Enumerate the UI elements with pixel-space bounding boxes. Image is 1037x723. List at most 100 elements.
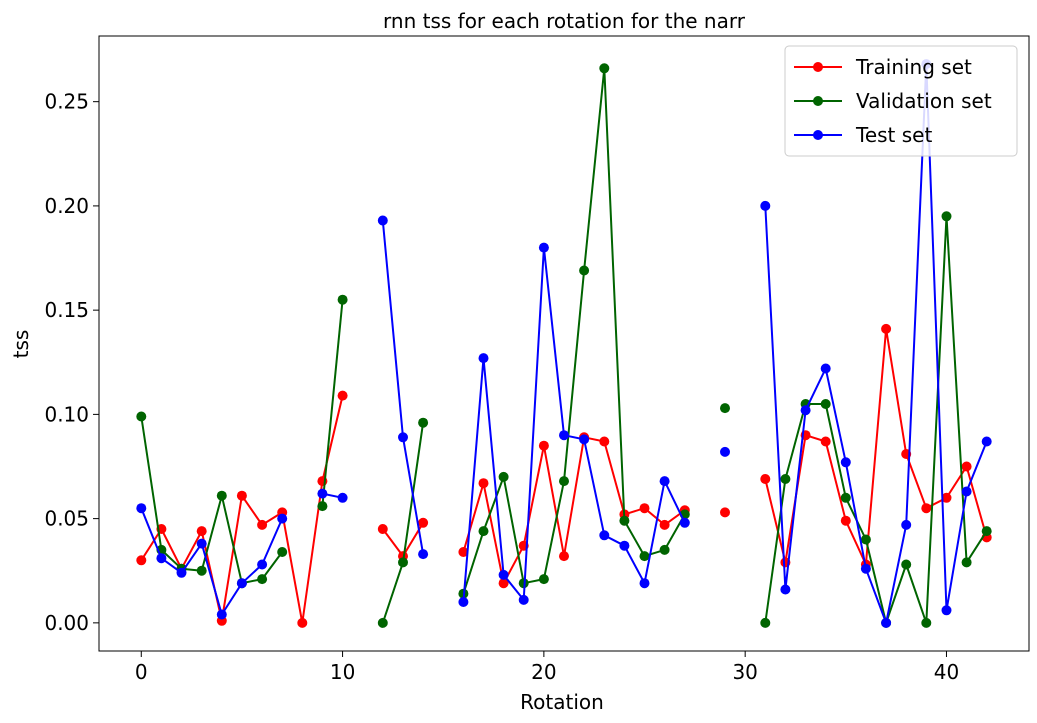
data-point xyxy=(639,503,650,514)
data-point xyxy=(659,544,670,555)
data-point xyxy=(196,538,207,549)
data-point xyxy=(377,524,388,534)
x-axis-label: Rotation xyxy=(520,690,604,714)
data-point xyxy=(377,215,388,226)
series-line xyxy=(764,327,988,566)
y-tick-label: 0.15 xyxy=(44,298,89,322)
data-point xyxy=(478,478,489,489)
data-point xyxy=(498,578,509,589)
data-point xyxy=(156,553,167,564)
data-point xyxy=(458,597,469,607)
legend-marker xyxy=(813,62,823,72)
data-point xyxy=(398,557,408,568)
legend-label: Validation set xyxy=(856,89,992,113)
data-point xyxy=(216,609,227,620)
data-point xyxy=(780,584,791,595)
series-line xyxy=(321,299,344,507)
y-tick-label: 0.25 xyxy=(44,90,89,114)
data-point xyxy=(277,513,288,524)
data-point xyxy=(579,265,590,276)
data-point xyxy=(599,63,610,74)
legend-label: Training set xyxy=(855,55,972,79)
data-point xyxy=(559,430,569,441)
data-point xyxy=(458,547,469,557)
data-point xyxy=(136,503,147,514)
data-point xyxy=(961,486,972,497)
data-point xyxy=(518,594,529,605)
data-point xyxy=(840,492,851,503)
data-point xyxy=(599,436,610,447)
data-point xyxy=(337,492,348,503)
data-point xyxy=(337,390,348,401)
data-point xyxy=(136,555,147,566)
data-point xyxy=(901,559,912,570)
x-tick-label: 30 xyxy=(732,660,757,684)
series-group xyxy=(136,59,992,628)
plot-frame xyxy=(98,35,1030,652)
data-point xyxy=(760,200,771,211)
data-point xyxy=(538,242,549,253)
data-point xyxy=(257,559,268,570)
data-point xyxy=(579,434,590,445)
data-point xyxy=(881,323,892,334)
y-tick-label: 0.05 xyxy=(44,507,89,531)
data-point xyxy=(720,446,730,457)
data-point xyxy=(941,605,952,616)
data-point xyxy=(418,517,429,528)
data-point xyxy=(538,574,549,585)
data-point xyxy=(498,569,509,580)
data-point xyxy=(257,574,268,585)
y-axis-ticks: 0.00 0.05 0.10 0.15 0.20 0.25 xyxy=(44,90,99,635)
legend-box xyxy=(784,45,1018,157)
data-point xyxy=(297,617,308,628)
data-point xyxy=(599,530,610,541)
chart-title: rnn tss for each rotation for the narr xyxy=(383,9,746,33)
legend-marker xyxy=(813,96,823,106)
series-line xyxy=(764,63,988,624)
y-tick-label: 0.10 xyxy=(44,402,89,426)
data-point xyxy=(659,476,670,487)
data-point xyxy=(881,617,892,628)
x-tick-label: 0 xyxy=(135,660,148,684)
data-point xyxy=(961,557,972,568)
data-point xyxy=(478,526,489,537)
data-point xyxy=(921,503,932,514)
data-point xyxy=(820,399,831,409)
data-point xyxy=(196,565,207,576)
data-point xyxy=(941,211,952,222)
data-point xyxy=(377,617,388,628)
y-axis-label: tss xyxy=(9,330,33,359)
data-point xyxy=(639,551,650,562)
data-point xyxy=(337,294,348,305)
x-tick-label: 10 xyxy=(330,660,355,684)
data-point xyxy=(196,526,207,537)
data-point xyxy=(478,353,489,364)
data-point xyxy=(961,461,972,472)
data-point xyxy=(720,403,730,414)
x-axis-ticks: 0 10 20 30 40 xyxy=(135,651,959,684)
data-point xyxy=(720,507,730,518)
data-point xyxy=(820,363,831,374)
data-point xyxy=(981,526,992,537)
data-point xyxy=(941,492,952,503)
x-tick-label: 40 xyxy=(934,660,959,684)
data-point xyxy=(136,411,147,422)
data-point xyxy=(559,476,569,487)
data-point xyxy=(840,457,851,468)
data-point xyxy=(418,549,429,560)
legend-label: Test set xyxy=(855,123,932,147)
series-line xyxy=(764,215,988,624)
data-point xyxy=(901,519,912,530)
data-point xyxy=(277,547,288,557)
data-point xyxy=(780,474,791,484)
data-point xyxy=(176,567,187,578)
data-point xyxy=(398,432,408,443)
data-point xyxy=(559,551,569,562)
data-point xyxy=(760,617,771,628)
data-point xyxy=(820,436,831,447)
legend-marker xyxy=(813,130,823,140)
data-point xyxy=(659,519,670,530)
data-point xyxy=(498,471,509,482)
data-point xyxy=(760,474,771,484)
